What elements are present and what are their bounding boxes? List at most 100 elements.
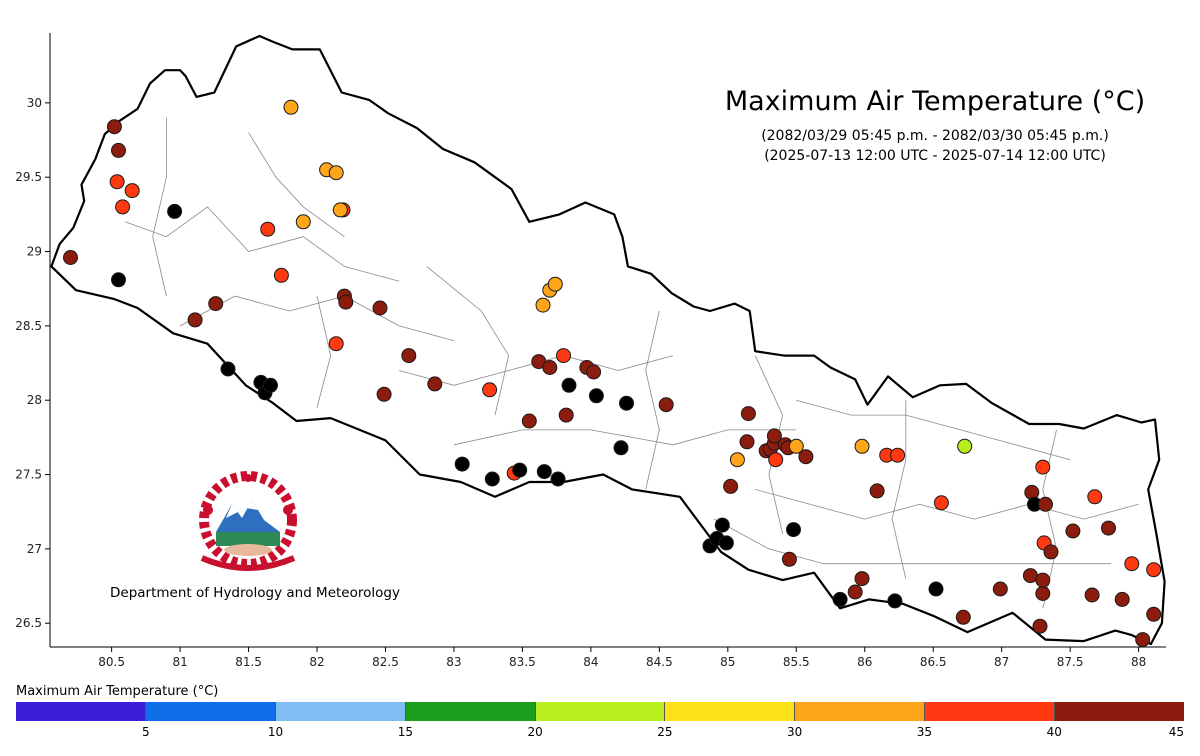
legend-tick-label: 45 bbox=[1168, 725, 1184, 739]
station-marker bbox=[933, 495, 949, 511]
station-marker bbox=[718, 535, 734, 551]
x-tick-label: 81.5 bbox=[235, 655, 262, 669]
y-tick-label: 29 bbox=[27, 245, 42, 259]
x-tick-label: 81 bbox=[172, 655, 187, 669]
station-marker bbox=[106, 119, 122, 135]
station-marker bbox=[869, 483, 885, 499]
x-tick-label: 86.5 bbox=[920, 655, 947, 669]
station-marker bbox=[332, 202, 348, 218]
y-tick-label: 30 bbox=[27, 96, 42, 110]
legend-color-segment bbox=[795, 702, 926, 721]
x-tick-label: 82.5 bbox=[372, 655, 399, 669]
legend-color-segment bbox=[405, 702, 536, 721]
station-marker bbox=[427, 376, 443, 392]
station-marker bbox=[714, 517, 730, 533]
subtitle-utc-date: (2025-07-13 12:00 UTC - 2025-07-14 12:00… bbox=[764, 148, 1106, 164]
station-marker bbox=[613, 440, 629, 456]
station-marker bbox=[1146, 606, 1162, 622]
station-marker bbox=[372, 300, 388, 316]
station-marker bbox=[115, 199, 131, 215]
nepal-outline bbox=[50, 34, 1166, 646]
district-boundary bbox=[426, 266, 510, 416]
x-tick-label: 85 bbox=[720, 655, 735, 669]
station-marker bbox=[832, 591, 848, 607]
x-tick-label: 83 bbox=[446, 655, 461, 669]
x-tick-label: 84.5 bbox=[646, 655, 673, 669]
station-marker bbox=[536, 464, 552, 480]
district-boundary bbox=[179, 295, 455, 342]
station-marker bbox=[619, 395, 634, 411]
station-marker bbox=[547, 276, 563, 292]
station-marker bbox=[454, 456, 470, 472]
station-marker bbox=[798, 449, 814, 465]
station-marker bbox=[273, 267, 289, 283]
station-marker bbox=[788, 438, 804, 454]
station-marker bbox=[768, 452, 784, 468]
subtitle-nepali-date: (2082/03/29 05:45 p.m. - 2082/03/30 05:4… bbox=[761, 128, 1109, 144]
station-marker bbox=[1022, 568, 1038, 584]
station-marker bbox=[124, 183, 140, 199]
department-name: Department of Hydrology and Meteorology bbox=[110, 585, 400, 601]
map-title: Maximum Air Temperature (°C) bbox=[724, 86, 1146, 117]
station-marker bbox=[401, 348, 417, 364]
y-tick-label: 28.5 bbox=[15, 319, 42, 333]
station-marker bbox=[1087, 489, 1103, 505]
station-marker bbox=[484, 471, 500, 487]
district-boundary bbox=[713, 518, 1112, 565]
x-tick-label: 88 bbox=[1131, 655, 1146, 669]
nepal-boundary bbox=[50, 34, 1166, 646]
y-tick-label: 29.5 bbox=[15, 170, 42, 184]
station-marker bbox=[1043, 544, 1059, 560]
map-subtitle: (2082/03/29 05:45 p.m. - 2082/03/30 05:4… bbox=[700, 126, 1170, 166]
station-marker bbox=[1101, 520, 1116, 536]
y-tick-label: 28 bbox=[27, 393, 42, 407]
legend-tick-label: 5 bbox=[141, 725, 150, 739]
district-boundary bbox=[152, 117, 167, 297]
station-marker bbox=[295, 214, 311, 230]
station-marker bbox=[167, 203, 183, 219]
station-marker bbox=[263, 377, 278, 393]
x-tick-label: 85.5 bbox=[783, 655, 810, 669]
station-marker bbox=[111, 142, 126, 158]
x-tick-label: 80.5 bbox=[98, 655, 125, 669]
legend-tick-label: 25 bbox=[657, 725, 673, 739]
station-marker bbox=[847, 584, 863, 600]
legend-tick-label: 20 bbox=[527, 725, 543, 739]
map-axes: 80.5 81 81.5 82 82.5 83 83.5 84 84.5 85 85.5 86 86.5… bbox=[15, 33, 1166, 669]
station-marker bbox=[556, 348, 571, 364]
station-marker bbox=[854, 438, 870, 454]
station-marker bbox=[1032, 618, 1048, 634]
x-tick-label: 86 bbox=[857, 655, 872, 669]
legend-tick-label: 30 bbox=[787, 725, 803, 739]
station-marker bbox=[957, 438, 973, 454]
station-marker bbox=[338, 294, 354, 310]
legend-tick-label: 35 bbox=[916, 725, 933, 739]
station-marker bbox=[260, 221, 276, 237]
legend-color-segment bbox=[275, 702, 406, 721]
station-markers bbox=[63, 99, 1162, 648]
legend-tick-label: 15 bbox=[397, 725, 413, 739]
station-marker bbox=[586, 364, 602, 380]
station-marker bbox=[1084, 587, 1100, 603]
station-marker bbox=[376, 386, 392, 402]
station-marker bbox=[535, 297, 551, 313]
temperature-map: 80.5 81 81.5 82 82.5 83 83.5 84 84.5 85 85.5 86 86.5… bbox=[15, 33, 1166, 669]
station-marker bbox=[1135, 632, 1151, 648]
district-boundary bbox=[645, 310, 660, 490]
station-marker bbox=[786, 522, 801, 538]
station-marker bbox=[482, 382, 498, 398]
legend-title: Maximum Air Temperature (°C) bbox=[16, 684, 219, 699]
station-marker bbox=[890, 447, 906, 463]
station-marker bbox=[328, 165, 344, 181]
station-marker bbox=[109, 174, 125, 190]
station-marker bbox=[1038, 496, 1053, 512]
station-marker bbox=[1035, 572, 1051, 588]
x-tick-label: 87 bbox=[994, 655, 1009, 669]
station-marker bbox=[542, 360, 558, 375]
district-boundary bbox=[316, 296, 332, 408]
station-marker bbox=[208, 296, 224, 312]
station-marker bbox=[328, 336, 344, 352]
station-marker bbox=[558, 407, 574, 423]
x-tick-label: 82 bbox=[309, 655, 324, 669]
station-marker bbox=[729, 452, 745, 468]
